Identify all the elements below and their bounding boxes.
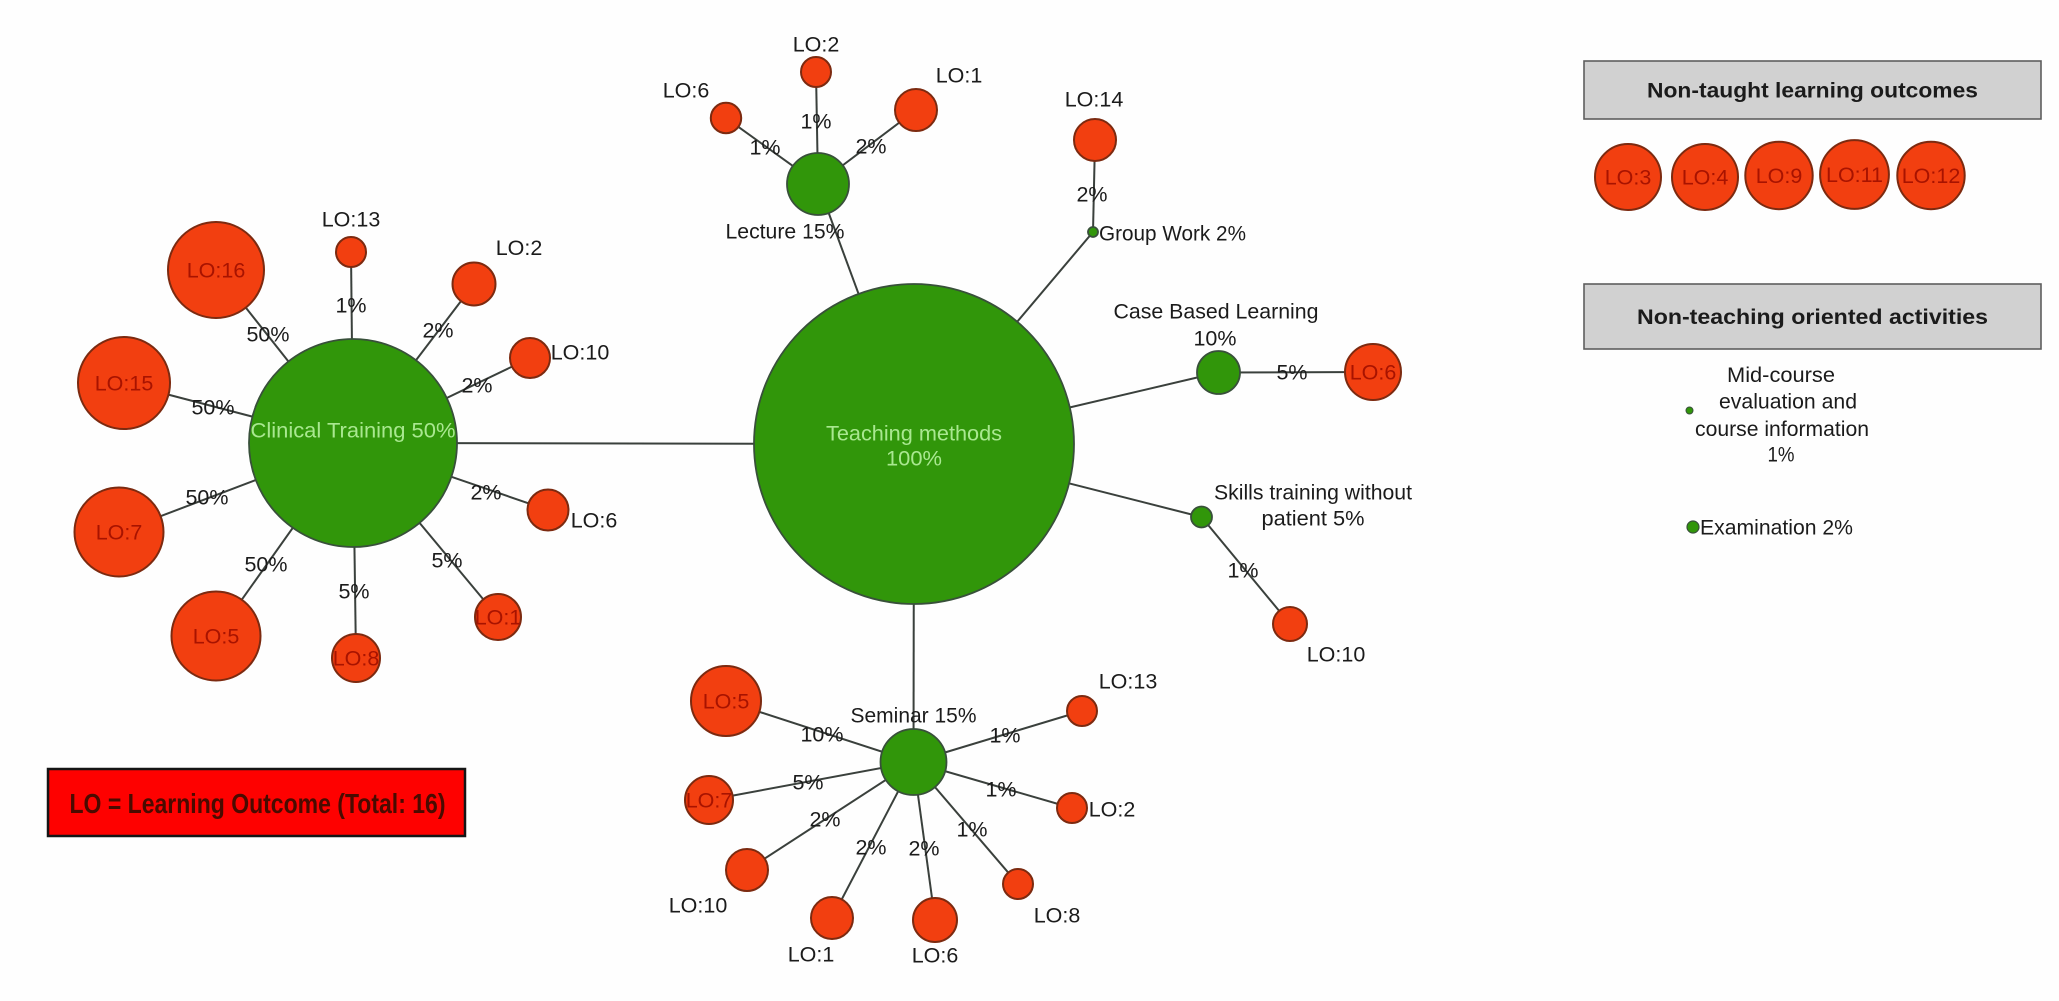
svg-text:5%: 5% xyxy=(431,549,462,573)
svg-text:5%: 5% xyxy=(792,771,823,795)
svg-text:LO:7: LO:7 xyxy=(96,521,143,545)
svg-text:Non-taught learning outcomes: Non-taught learning outcomes xyxy=(1647,79,1978,103)
svg-text:LO:5: LO:5 xyxy=(703,690,750,714)
svg-text:10%: 10% xyxy=(1193,327,1236,351)
svg-text:5%: 5% xyxy=(338,580,369,604)
svg-text:LO:1: LO:1 xyxy=(936,64,983,88)
svg-text:LO:2: LO:2 xyxy=(496,236,543,260)
svg-text:1%: 1% xyxy=(749,136,780,160)
svg-text:LO:2: LO:2 xyxy=(1089,798,1136,822)
svg-text:LO:15: LO:15 xyxy=(95,372,154,396)
svg-text:LO:13: LO:13 xyxy=(322,208,381,232)
svg-text:LO:13: LO:13 xyxy=(1099,670,1158,694)
svg-text:50%: 50% xyxy=(246,323,289,347)
svg-text:Clinical Training 50%: Clinical Training 50% xyxy=(251,419,456,443)
svg-text:5%: 5% xyxy=(1276,361,1307,385)
svg-text:LO:6: LO:6 xyxy=(912,944,959,968)
svg-text:LO:10: LO:10 xyxy=(551,341,610,365)
svg-text:2%: 2% xyxy=(422,319,453,343)
svg-text:LO:2: LO:2 xyxy=(793,33,840,57)
svg-text:LO:9: LO:9 xyxy=(1756,164,1803,188)
svg-text:2%: 2% xyxy=(470,481,501,505)
svg-text:Case Based Learning: Case Based Learning xyxy=(1114,300,1319,324)
svg-text:Non-teaching oriented activiti: Non-teaching oriented activities xyxy=(1637,305,1988,329)
svg-text:Lecture 15%: Lecture 15% xyxy=(726,220,845,244)
svg-text:LO:14: LO:14 xyxy=(1065,88,1124,112)
svg-text:2%: 2% xyxy=(855,135,886,159)
svg-text:evaluation and: evaluation and xyxy=(1719,390,1857,414)
svg-text:100%: 100% xyxy=(886,447,942,471)
svg-text:LO:10: LO:10 xyxy=(669,894,728,918)
svg-text:1%: 1% xyxy=(989,724,1020,748)
svg-text:1%: 1% xyxy=(956,818,987,842)
svg-text:LO:3: LO:3 xyxy=(1605,166,1652,190)
svg-text:10%: 10% xyxy=(800,723,843,747)
svg-text:Seminar 15%: Seminar 15% xyxy=(851,704,977,728)
svg-text:LO:4: LO:4 xyxy=(1682,166,1729,190)
svg-text:Group Work 2%: Group Work 2% xyxy=(1099,222,1246,246)
svg-text:2%: 2% xyxy=(1076,183,1107,207)
svg-text:LO:8: LO:8 xyxy=(333,647,380,671)
svg-text:1%: 1% xyxy=(1227,559,1258,583)
svg-text:LO:6: LO:6 xyxy=(663,79,710,103)
svg-text:LO:8: LO:8 xyxy=(1034,904,1081,928)
svg-text:LO:7: LO:7 xyxy=(686,789,733,813)
svg-text:patient 5%: patient 5% xyxy=(1262,507,1365,531)
svg-text:1%: 1% xyxy=(335,294,366,318)
svg-text:2%: 2% xyxy=(461,374,492,398)
svg-text:1%: 1% xyxy=(1768,443,1795,467)
svg-text:LO:11: LO:11 xyxy=(1826,163,1883,187)
svg-text:2%: 2% xyxy=(855,836,886,860)
svg-text:Mid-course: Mid-course xyxy=(1727,363,1835,387)
svg-text:course information: course information xyxy=(1695,417,1869,441)
svg-text:50%: 50% xyxy=(185,486,228,510)
svg-text:50%: 50% xyxy=(244,553,287,577)
svg-text:LO:6: LO:6 xyxy=(571,509,618,533)
svg-text:Skills training without: Skills training without xyxy=(1214,481,1412,505)
svg-text:1%: 1% xyxy=(985,778,1016,802)
svg-text:LO = Learning Outcome (Total:: LO = Learning Outcome (Total: 16) xyxy=(70,788,446,819)
svg-text:LO:16: LO:16 xyxy=(187,259,246,283)
svg-text:50%: 50% xyxy=(191,396,234,420)
svg-text:LO:1: LO:1 xyxy=(788,943,835,967)
svg-text:LO:12: LO:12 xyxy=(1902,164,1961,188)
svg-text:1%: 1% xyxy=(800,110,831,134)
svg-text:Examination 2%: Examination 2% xyxy=(1700,516,1853,540)
svg-text:2%: 2% xyxy=(908,837,939,861)
svg-text:LO:1: LO:1 xyxy=(475,606,522,630)
svg-text:LO:5: LO:5 xyxy=(193,625,240,649)
svg-text:2%: 2% xyxy=(809,808,840,832)
svg-text:Teaching methods: Teaching methods xyxy=(826,422,1002,446)
svg-text:LO:6: LO:6 xyxy=(1350,361,1397,385)
svg-text:LO:10: LO:10 xyxy=(1307,643,1366,667)
